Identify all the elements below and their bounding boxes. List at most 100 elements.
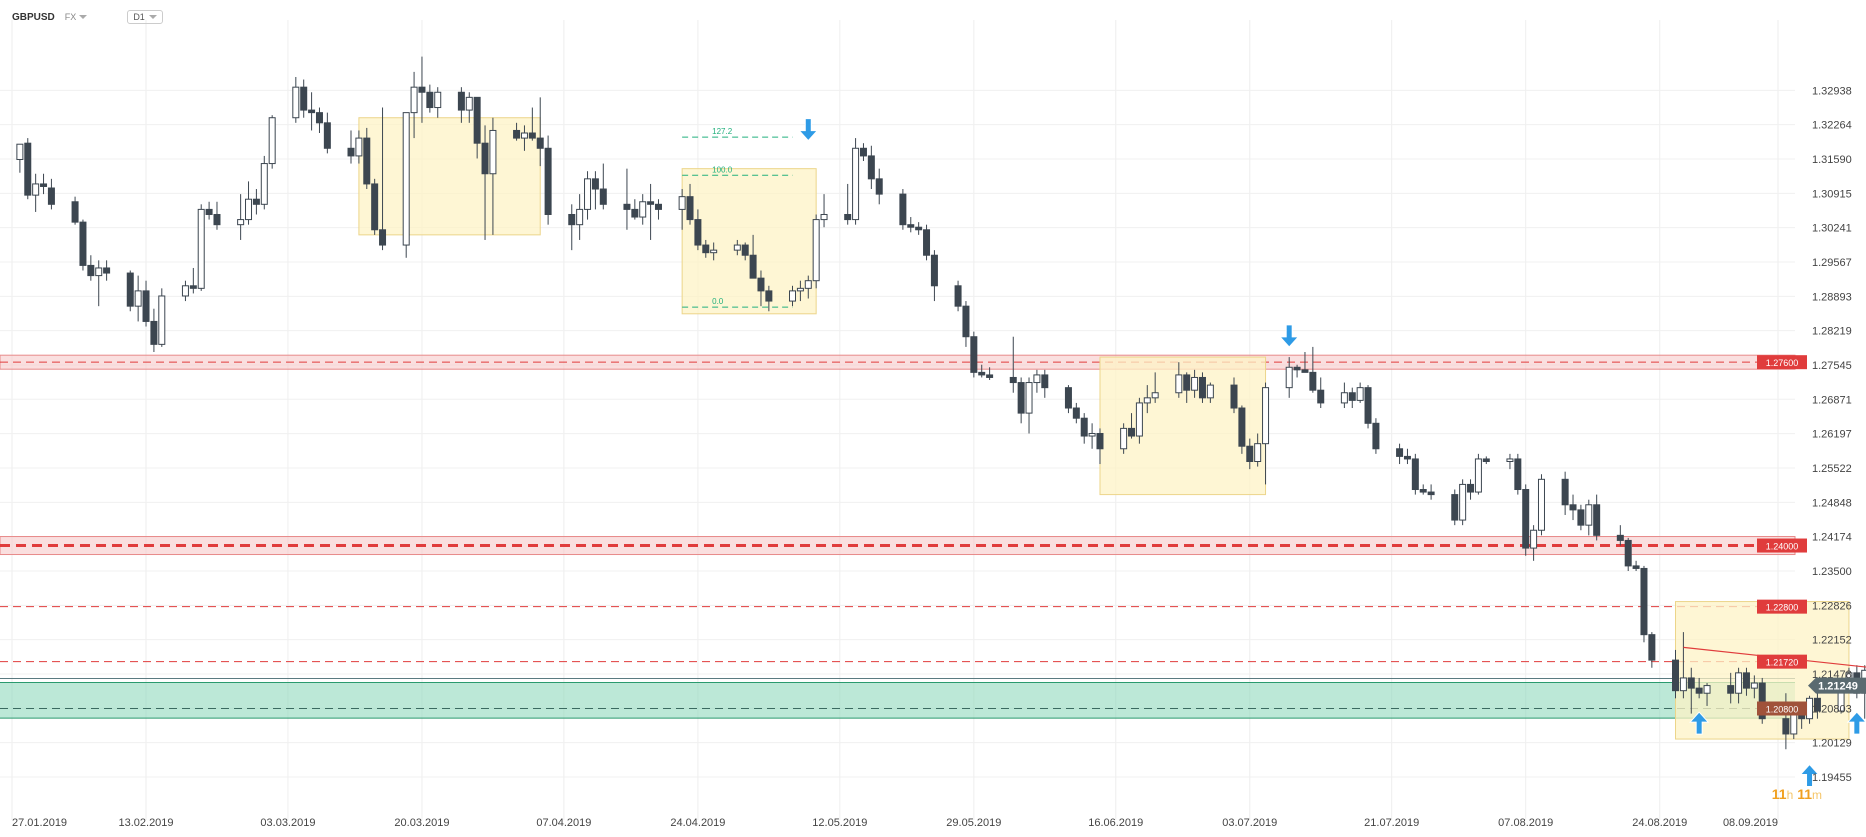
bearish-candle [323,122,331,149]
bearish-candle [1017,382,1025,414]
bearish-candle [686,196,694,221]
bearish-candle [1648,634,1656,661]
bearish-candle [631,208,639,218]
highlight-zone [681,168,817,315]
bearish-candle [1293,366,1301,371]
y-tick-label: 1.32938 [1812,85,1852,97]
level-tag [1757,654,1807,669]
bearish-candle [978,371,986,376]
bearish-candle [741,244,749,256]
bullish-candle [1735,672,1743,694]
x-tick-label: 13.02.2019 [118,817,173,829]
highlight-zone [358,117,541,236]
bullish-candle [1679,677,1687,692]
bullish-candle [1206,384,1214,399]
bearish-candle [1411,458,1419,491]
level-tag-label: 1.22800 [1766,603,1799,613]
bullish-candle [260,163,268,205]
bearish-candle [457,91,465,111]
bearish-candle [647,201,655,205]
bullish-candle [1088,432,1096,437]
countdown-hours: 11 [1771,786,1787,802]
bearish-candle [544,147,552,215]
bearish-candle [623,203,631,210]
y-tick-label: 1.20803 [1812,703,1852,715]
bearish-candle [528,132,536,139]
bearish-candle [765,290,773,302]
bearish-candle [1451,494,1459,521]
timeframe-label: D1 [133,12,145,22]
level-tag [1757,599,1807,614]
bearish-candle [1372,422,1380,450]
bearish-candle [1403,455,1411,460]
x-tick-label: 24.08.2019 [1632,817,1687,829]
x-tick-label: 08.09.2019 [1723,817,1778,829]
x-tick-label: 07.08.2019 [1498,817,1553,829]
bullish-candle [1537,478,1545,531]
bearish-candle [907,224,915,228]
bearish-candle [150,320,158,345]
bearish-candle [1687,677,1695,689]
level-tag-label: 1.21720 [1766,658,1799,668]
bearish-candle [1672,659,1680,692]
bullish-candle [1506,458,1514,462]
level-tag [1757,538,1807,553]
bullish-candle [678,196,686,210]
bearish-candle [536,137,544,149]
bearish-candle [930,254,938,287]
y-tick-label: 1.26871 [1812,394,1852,406]
arrow-up-icon [1799,763,1820,788]
y-tick-label: 1.28219 [1812,326,1852,338]
bearish-candle [1064,387,1072,409]
y-tick-label: 1.30915 [1812,188,1852,200]
support-zone [0,682,1795,719]
bearish-candle [954,285,962,307]
timeframe-selector[interactable]: D1 [127,10,163,24]
x-tick-label: 24.04.2019 [670,817,725,829]
bearish-candle [513,129,521,139]
bullish-candle [1191,376,1199,391]
bullish-candle [434,91,442,109]
bearish-candle [1522,489,1530,549]
bearish-candle [875,178,883,195]
x-tick-label: 16.06.2019 [1088,817,1143,829]
bullish-candle [1285,366,1293,389]
y-tick-label: 1.24848 [1812,497,1852,509]
bearish-candle [1427,491,1435,496]
bearish-candle [1640,567,1648,636]
bearish-candle [1183,374,1191,391]
symbol-label[interactable]: GBPUSD [12,11,55,23]
bearish-candle [40,183,48,187]
bullish-candle [158,295,166,345]
bullish-candle [1750,682,1758,689]
bearish-candle [1348,392,1356,401]
chevron-down-icon [148,15,157,19]
bearish-candle [79,221,87,266]
bearish-candle [591,178,599,190]
bearish-candle [1758,682,1766,720]
bearish-candle [867,155,875,180]
bullish-candle [355,137,363,157]
bearish-candle [481,142,489,175]
bearish-candle [1009,376,1017,384]
bullish-candle [1262,387,1270,445]
bullish-candle [237,219,245,226]
y-tick-label: 1.30241 [1812,223,1852,235]
arrow-down-icon [1279,324,1300,348]
bearish-candle [1632,565,1640,569]
bullish-candle [197,208,205,289]
bearish-candle [1616,534,1624,541]
bearish-candle [379,229,387,246]
market-selector[interactable]: FX [65,12,88,22]
y-tick-label: 1.22152 [1812,635,1852,647]
bearish-candle [71,201,79,223]
bullish-candle [1143,397,1151,404]
bearish-candle [1128,427,1136,437]
bearish-candle [986,374,994,378]
bearish-candle [844,213,852,221]
bearish-candle [1230,384,1238,409]
bearish-candle [252,198,260,205]
bearish-candle [859,147,867,157]
candle-countdown: 11h 11m [1772,786,1822,802]
